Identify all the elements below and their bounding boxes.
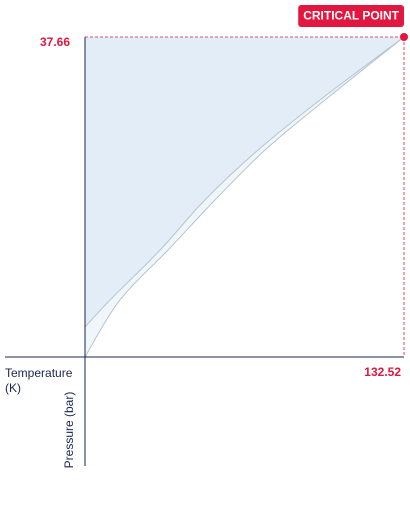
curve xyxy=(84,36,405,358)
critical-point-badge: CRITICAL POINT xyxy=(298,5,404,27)
y-axis-label: Pressure (bar) xyxy=(62,392,76,469)
curve xyxy=(84,36,405,328)
badge-label: CRITICAL POINT xyxy=(303,9,399,23)
x-tick-label: 132.52 xyxy=(364,365,401,379)
badge-bg xyxy=(298,5,404,27)
x-axis-label: Temperature (K) xyxy=(5,366,73,395)
y-tick-label: 37.66 xyxy=(40,35,70,49)
critical-point xyxy=(400,33,408,41)
area-fill xyxy=(85,37,404,328)
